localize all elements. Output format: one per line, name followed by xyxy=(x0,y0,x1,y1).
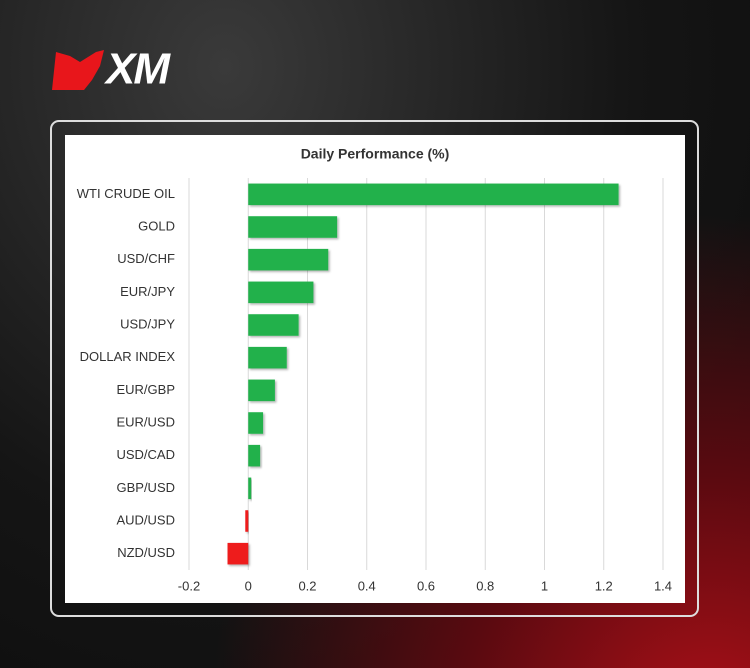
y-tick-label: USD/JPY xyxy=(120,316,175,331)
x-tick-label: 0 xyxy=(245,578,252,593)
x-tick-label: -0.2 xyxy=(178,578,200,593)
x-tick-label: 0.4 xyxy=(358,578,376,593)
y-tick-label: AUD/USD xyxy=(116,512,175,527)
y-tick-label: GOLD xyxy=(138,218,175,233)
bar xyxy=(248,314,299,336)
bar xyxy=(248,281,314,304)
chart-title: Daily Performance (%) xyxy=(301,146,450,162)
y-tick-label: DOLLAR INDEX xyxy=(80,349,176,364)
bar xyxy=(248,477,252,500)
x-tick-label: 0.6 xyxy=(417,578,435,593)
y-tick-label: EUR/USD xyxy=(116,414,175,429)
x-tick-label: 1.2 xyxy=(595,578,613,593)
bar xyxy=(248,216,338,238)
bar xyxy=(248,248,329,271)
x-tick-label: 1 xyxy=(541,578,548,593)
y-tick-label: EUR/GBP xyxy=(116,382,175,397)
y-tick-label: WTI CRUDE OIL xyxy=(77,186,175,201)
bar xyxy=(248,379,275,402)
y-tick-label: USD/CHF xyxy=(117,251,175,266)
bar xyxy=(248,183,619,206)
x-tick-label: 0.2 xyxy=(298,578,316,593)
y-tick-label: NZD/USD xyxy=(117,545,175,560)
bar xyxy=(248,346,287,369)
y-tick-label: EUR/JPY xyxy=(120,284,175,299)
plot-background xyxy=(65,135,685,603)
logo-text: XM xyxy=(103,45,171,94)
frame xyxy=(50,120,699,617)
x-tick-label: 0.8 xyxy=(476,578,494,593)
y-tick-label: USD/CAD xyxy=(116,447,175,462)
logo-icon xyxy=(52,50,104,90)
y-tick-label: GBP/USD xyxy=(116,480,175,495)
bar xyxy=(248,444,261,467)
bar xyxy=(248,412,264,434)
bar xyxy=(245,510,249,532)
x-tick-label: 1.4 xyxy=(654,578,672,593)
bar xyxy=(227,542,249,565)
